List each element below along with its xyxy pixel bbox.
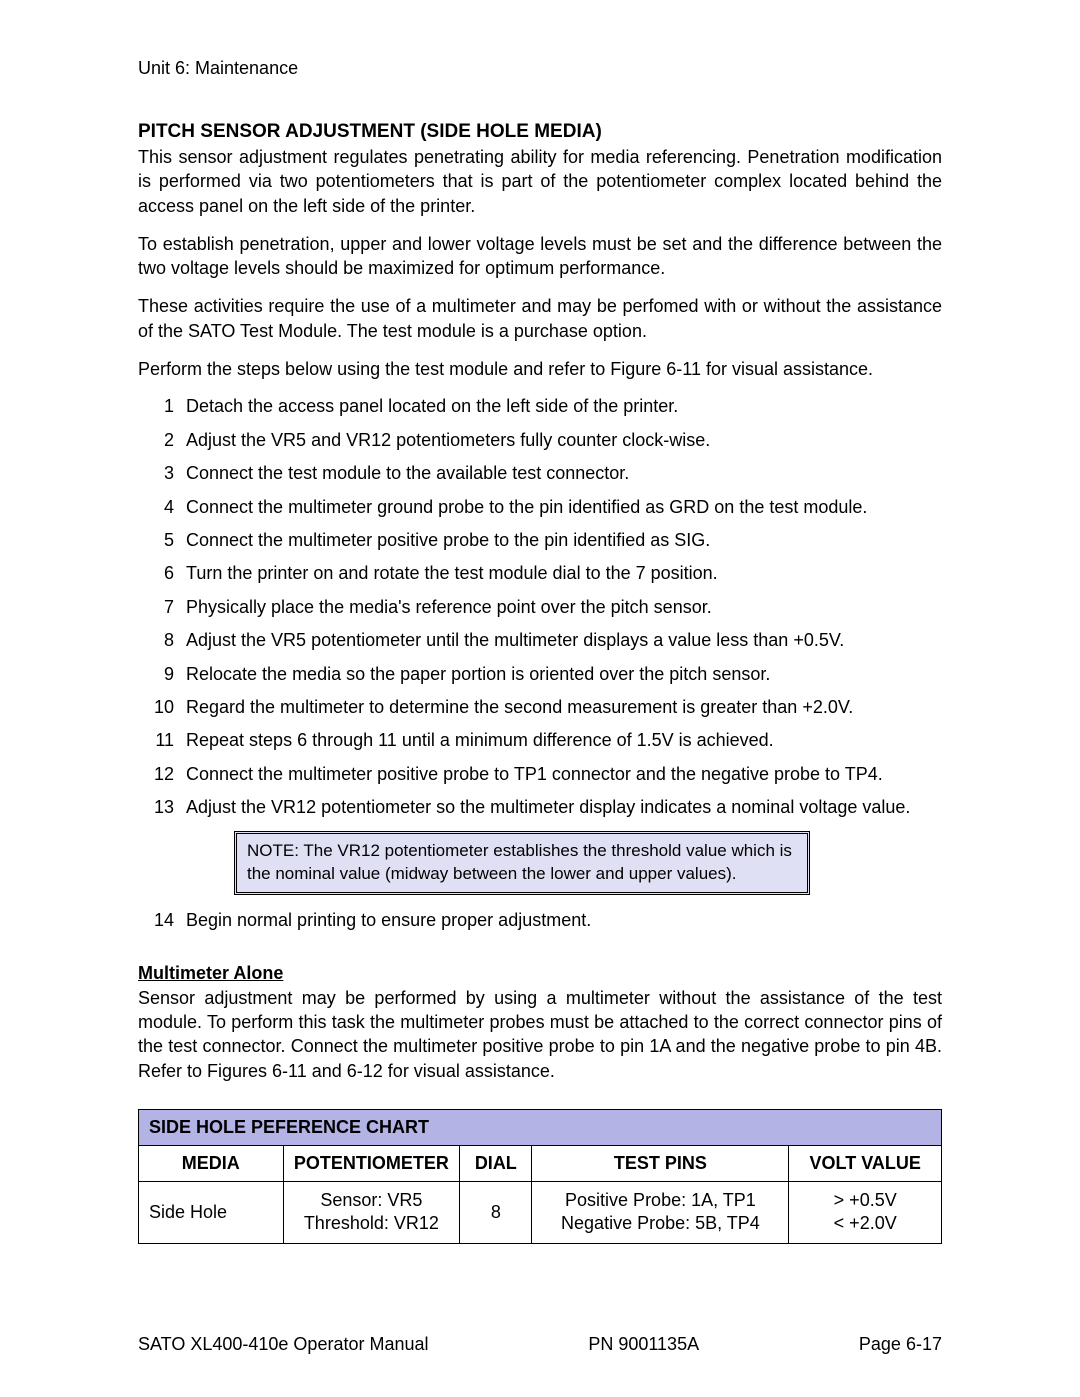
step-text: Adjust the VR5 and VR12 potentiometers f…: [186, 429, 942, 452]
footer-center: PN 9001135A: [588, 1334, 699, 1355]
step-text: Repeat steps 6 through 11 until a minimu…: [186, 729, 942, 752]
step-item: 11Repeat steps 6 through 11 until a mini…: [138, 729, 942, 752]
step-text: Regard the multimeter to determine the s…: [186, 696, 942, 719]
table-col-voltvalue: VOLT VALUE: [789, 1145, 942, 1181]
cell-pins-line1: Positive Probe: 1A, TP1: [565, 1190, 756, 1210]
step-text: Connect the multimeter ground probe to t…: [186, 496, 942, 519]
paragraph-1: This sensor adjustment regulates penetra…: [138, 145, 942, 218]
step-text: Turn the printer on and rotate the test …: [186, 562, 942, 585]
step-number: 14: [138, 909, 186, 932]
step-item: 7Physically place the media's reference …: [138, 596, 942, 619]
paragraph-2: To establish penetration, upper and lowe…: [138, 232, 942, 281]
cell-volt-line1: > +0.5V: [834, 1190, 897, 1210]
table-col-testpins: TEST PINS: [532, 1145, 789, 1181]
cell-volt-line2: < +2.0V: [834, 1213, 897, 1233]
step-number: 3: [138, 462, 186, 485]
step-item: 12Connect the multimeter positive probe …: [138, 763, 942, 786]
step-number: 4: [138, 496, 186, 519]
table-row: Side Hole Sensor: VR5 Threshold: VR12 8 …: [139, 1181, 942, 1243]
table-title-row: SIDE HOLE PEFERENCE CHART: [139, 1109, 942, 1145]
cell-media: Side Hole: [139, 1181, 284, 1243]
page-footer: SATO XL400-410e Operator Manual PN 90011…: [138, 1334, 942, 1355]
paragraph-4: Perform the steps below using the test m…: [138, 357, 942, 381]
table-header-row: MEDIA POTENTIOMETER DIAL TEST PINS VOLT …: [139, 1145, 942, 1181]
steps-list: 1Detach the access panel located on the …: [138, 395, 942, 819]
step-item: 8Adjust the VR5 potentiometer until the …: [138, 629, 942, 652]
cell-testpins: Positive Probe: 1A, TP1 Negative Probe: …: [532, 1181, 789, 1243]
table-col-potentiometer: POTENTIOMETER: [283, 1145, 460, 1181]
step-item: 13Adjust the VR12 potentiometer so the m…: [138, 796, 942, 819]
step-number: 8: [138, 629, 186, 652]
table-title: SIDE HOLE PEFERENCE CHART: [139, 1109, 942, 1145]
step-text: Adjust the VR12 potentiometer so the mul…: [186, 796, 942, 819]
page-header: Unit 6: Maintenance: [138, 58, 942, 79]
cell-potentiometer: Sensor: VR5 Threshold: VR12: [283, 1181, 460, 1243]
reference-chart-table: SIDE HOLE PEFERENCE CHART MEDIA POTENTIO…: [138, 1109, 942, 1244]
footer-left: SATO XL400-410e Operator Manual: [138, 1334, 429, 1355]
step-item: 6Turn the printer on and rotate the test…: [138, 562, 942, 585]
step-text: Physically place the media's reference p…: [186, 596, 942, 619]
cell-pot-line2: Threshold: VR12: [304, 1213, 439, 1233]
section-title: PITCH SENSOR ADJUSTMENT (SIDE HOLE MEDIA…: [138, 121, 942, 143]
step-text: Connect the multimeter positive probe to…: [186, 763, 942, 786]
step-text: Detach the access panel located on the l…: [186, 395, 942, 418]
sub-paragraph: Sensor adjustment may be performed by us…: [138, 986, 942, 1083]
step-number: 6: [138, 562, 186, 585]
step-item: 3Connect the test module to the availabl…: [138, 462, 942, 485]
step-text: Begin normal printing to ensure proper a…: [186, 909, 942, 932]
cell-dial: 8: [460, 1181, 532, 1243]
step-item: 1Detach the access panel located on the …: [138, 395, 942, 418]
step-number: 1: [138, 395, 186, 418]
document-page: Unit 6: Maintenance PITCH SENSOR ADJUSTM…: [0, 0, 1080, 1397]
cell-pot-line1: Sensor: VR5: [320, 1190, 422, 1210]
step-item: 5Connect the multimeter positive probe t…: [138, 529, 942, 552]
sub-section-title: Multimeter Alone: [138, 963, 942, 984]
cell-voltvalue: > +0.5V < +2.0V: [789, 1181, 942, 1243]
step-number: 2: [138, 429, 186, 452]
paragraph-3: These activities require the use of a mu…: [138, 294, 942, 343]
step-number: 7: [138, 596, 186, 619]
step-number: 13: [138, 796, 186, 819]
step-text: Relocate the media so the paper portion …: [186, 663, 942, 686]
table-col-dial: DIAL: [460, 1145, 532, 1181]
step-number: 5: [138, 529, 186, 552]
step-item: 14Begin normal printing to ensure proper…: [138, 909, 942, 932]
step-text: Connect the multimeter positive probe to…: [186, 529, 942, 552]
step-number: 9: [138, 663, 186, 686]
step-item: 9Relocate the media so the paper portion…: [138, 663, 942, 686]
step-number: 10: [138, 696, 186, 719]
step-text: Connect the test module to the available…: [186, 462, 942, 485]
step-number: 11: [138, 729, 186, 752]
table-col-media: MEDIA: [139, 1145, 284, 1181]
step-item: 10Regard the multimeter to determine the…: [138, 696, 942, 719]
step-item: 4Connect the multimeter ground probe to …: [138, 496, 942, 519]
cell-pins-line2: Negative Probe: 5B, TP4: [561, 1213, 760, 1233]
step-text: Adjust the VR5 potentiometer until the m…: [186, 629, 942, 652]
footer-right: Page 6-17: [859, 1334, 942, 1355]
step-item: 2Adjust the VR5 and VR12 potentiometers …: [138, 429, 942, 452]
note-box: NOTE: The VR12 potentiometer establishes…: [234, 831, 810, 895]
steps-list-cont: 14Begin normal printing to ensure proper…: [138, 909, 942, 932]
step-number: 12: [138, 763, 186, 786]
